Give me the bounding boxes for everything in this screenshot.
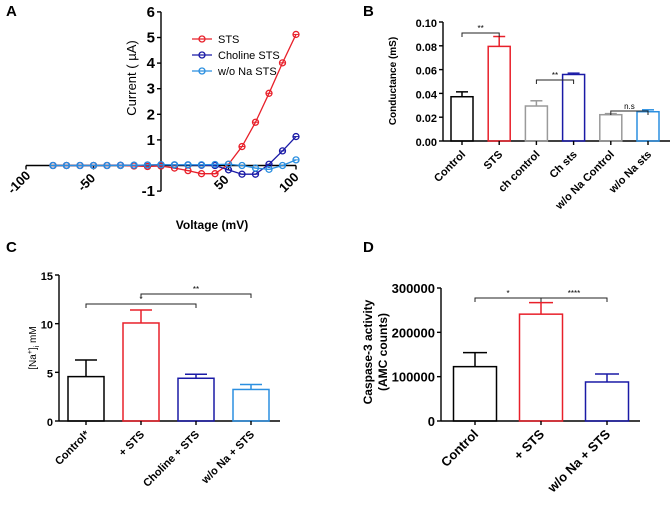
- bar: [67, 375, 105, 422]
- significance-label: *: [139, 295, 142, 304]
- panel-label-a: A: [6, 3, 17, 20]
- y-tick-label: -1: [142, 183, 155, 200]
- legend-label: Choline STS: [218, 50, 280, 62]
- y-tick-label: 0.06: [416, 66, 437, 78]
- y-tick-label: 10: [41, 320, 53, 332]
- significance-bracket: [461, 32, 500, 37]
- bar: [487, 45, 511, 142]
- bar: [524, 105, 549, 142]
- x-tick-label: -50: [74, 170, 98, 194]
- significance-bracket: [610, 110, 649, 115]
- y-tick-label: 0: [428, 414, 435, 429]
- x-tick-label: Ch sts: [547, 149, 579, 181]
- y-tick-label: 15: [41, 271, 53, 283]
- significance-bracket: [540, 297, 608, 302]
- x-tick-label: Control: [432, 149, 468, 185]
- y-tick-label: 2: [147, 106, 155, 123]
- bar: [518, 313, 564, 422]
- bar: [636, 110, 660, 142]
- x-tick-label: -100: [4, 168, 33, 197]
- y-tick-label: 0: [47, 417, 53, 429]
- significance-label: *: [506, 289, 509, 298]
- x-tick-label: Control*: [53, 428, 93, 468]
- panel-label-b: B: [363, 3, 374, 20]
- x-tick-label: + STS: [117, 429, 147, 459]
- y-tick-label: 1: [147, 132, 155, 149]
- legend-marker: [198, 67, 206, 75]
- legend-label: w/o Na STS: [217, 66, 277, 78]
- bar: [584, 381, 630, 422]
- x-tick-label: 100: [276, 169, 302, 195]
- significance-bracket: [140, 293, 252, 298]
- significance-label: **: [552, 71, 558, 80]
- y-tick-label: 0.10: [416, 18, 437, 30]
- y-tick-label: 4: [147, 55, 156, 72]
- significance-label: **: [193, 285, 199, 294]
- x-tick-label: Control: [438, 427, 481, 470]
- x-tick-label: 50: [211, 172, 232, 193]
- y-tick-label: 5: [147, 30, 155, 47]
- bar: [561, 73, 586, 142]
- x-tick-label: Choline + STS: [141, 429, 202, 490]
- y-tick-label: 100000: [392, 370, 435, 385]
- y-axis-title: [Na+]i mM: [27, 326, 41, 369]
- y-tick-label: 0.08: [416, 42, 437, 54]
- panel-a-iv-curve: -100 -50 50 100 -1 1 2 3 4 5 6 Voltage (mV) Current …: [4, 4, 301, 232]
- significance-label: **: [477, 24, 483, 33]
- x-tick-label: w/o Na + STS: [544, 426, 614, 496]
- y-tick-label: 5: [47, 368, 53, 380]
- bar: [232, 388, 270, 422]
- x-axis-title: Voltage (mV): [176, 218, 248, 232]
- bar: [452, 365, 498, 422]
- x-tick-label: STS: [482, 149, 506, 173]
- panel-label-d: D: [363, 239, 374, 256]
- bar: [599, 113, 623, 142]
- y-tick-label: 0.02: [416, 113, 437, 125]
- panel-label-c: C: [6, 239, 17, 256]
- y-axis-title-line-2: (AMC counts): [376, 313, 390, 391]
- y-tick-label: 3: [147, 81, 155, 98]
- y-tick-label: 6: [147, 4, 155, 21]
- significance-bracket: [535, 79, 575, 84]
- significance-bracket: [85, 303, 197, 308]
- bar: [450, 95, 474, 142]
- y-axis-title-line-1: Caspase-3 activity: [361, 299, 375, 404]
- significance-label: n.s: [624, 102, 635, 111]
- y-tick-label: 200000: [392, 325, 435, 340]
- bar: [122, 322, 160, 422]
- y-axis-title: Current ( µA): [124, 40, 139, 115]
- legend-label: STS: [218, 34, 239, 46]
- y-tick-label: 0.04: [416, 89, 438, 101]
- y-axis-title: Conductance (mS): [388, 37, 399, 125]
- y-tick-label: 300000: [392, 281, 435, 296]
- x-tick-label: + STS: [511, 426, 548, 463]
- significance-label: ****: [568, 289, 580, 298]
- x-tick-label: w/o Na + STS: [199, 429, 257, 487]
- legend-marker: [198, 35, 206, 43]
- y-tick-label: 0.00: [416, 137, 437, 149]
- legend-marker: [198, 51, 206, 59]
- significance-bracket: [474, 297, 542, 302]
- bar: [177, 377, 215, 422]
